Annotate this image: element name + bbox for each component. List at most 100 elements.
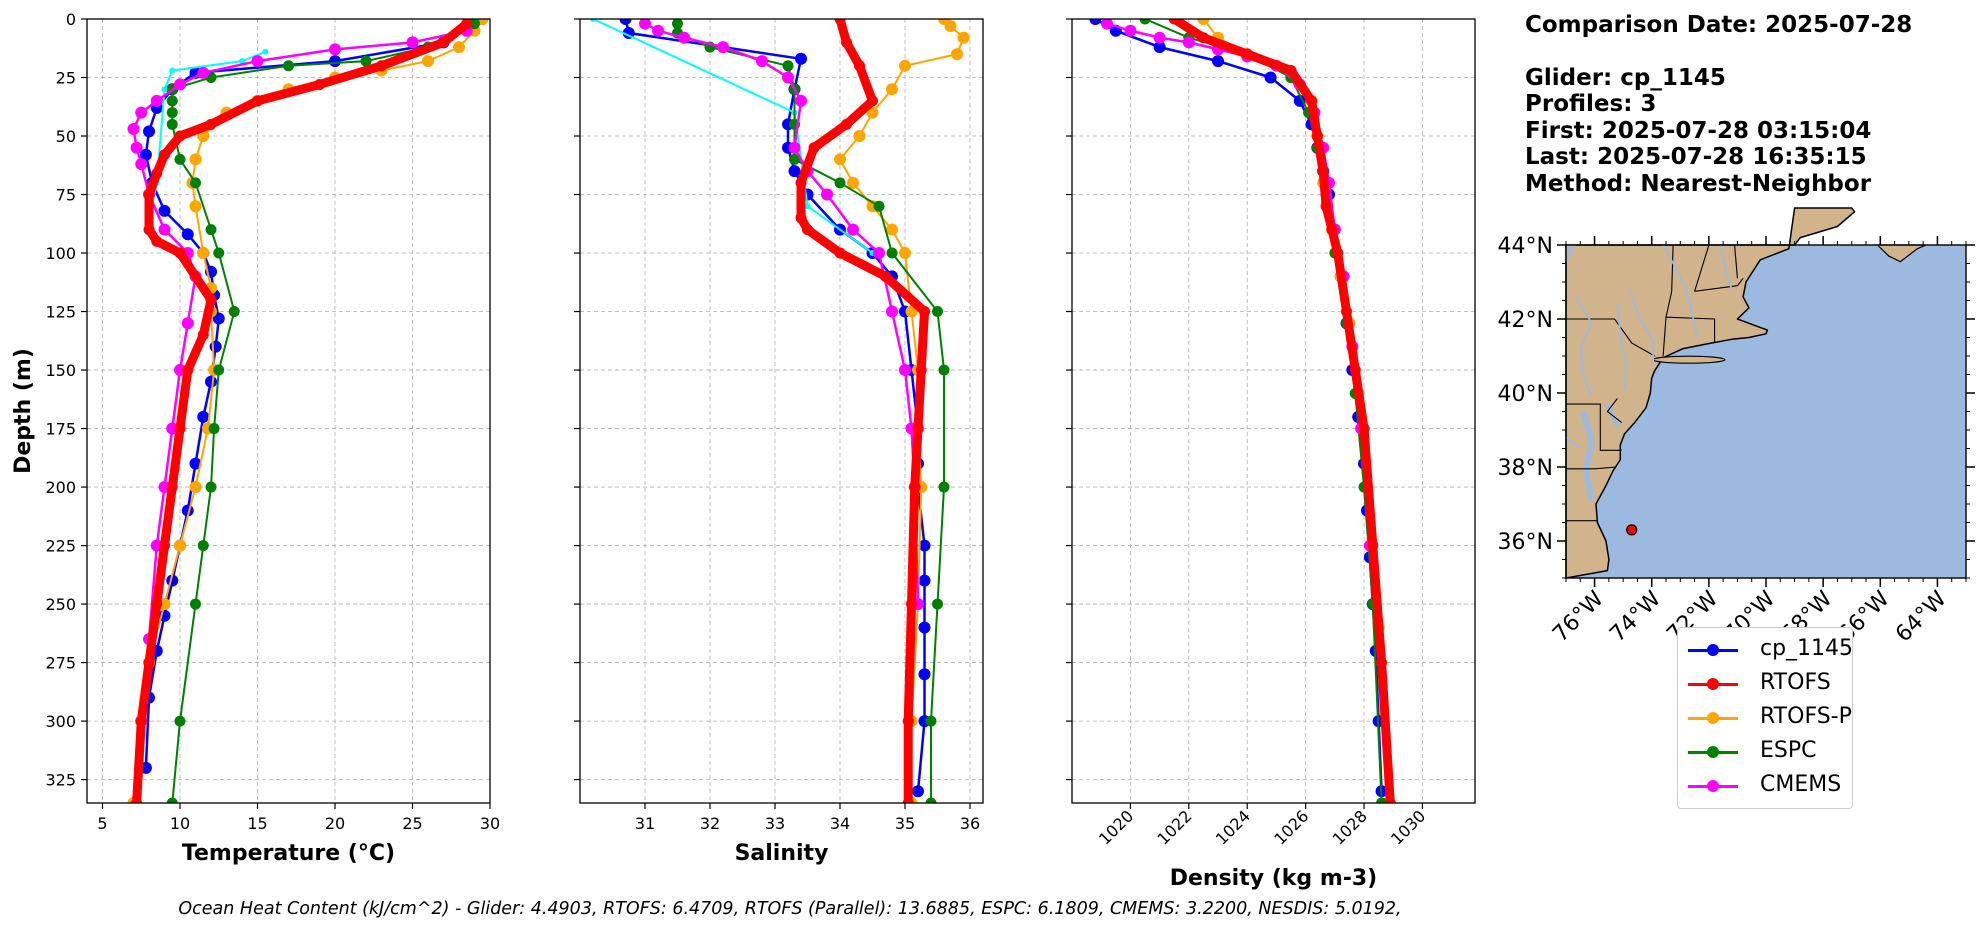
legend-marker: [1707, 678, 1719, 690]
data-point-RTOFS: [841, 118, 852, 130]
data-point-RTOFS: [159, 540, 170, 552]
x-tick-label: 31: [635, 814, 655, 833]
data-point-cp_1145: [139, 148, 152, 161]
data-point-RTOFS: [1341, 306, 1353, 318]
legend-item-cp_1145: cp_1145: [1688, 635, 1853, 665]
profiles-count: Profiles: 3: [1525, 91, 1657, 117]
data-point-CMEMS: [886, 305, 898, 318]
data-point-ESPC: [190, 177, 201, 189]
first-time: First: 2025-07-28 03:15:04: [1525, 117, 1872, 144]
data-point-ESPC: [834, 177, 846, 189]
data-point-CMEMS: [135, 158, 148, 171]
data-point-ESPC: [228, 306, 240, 318]
data-point-cyan: [804, 203, 811, 210]
data-point-RTOFS: [205, 118, 217, 130]
y-tick-label: 250: [45, 595, 76, 614]
data-point-CMEMS: [127, 122, 140, 135]
axes-frame: [1071, 18, 1476, 804]
river: [1628, 289, 1654, 364]
legend-label: RTOFS-P: [1760, 704, 1852, 729]
data-point-RTOFS: [1326, 224, 1338, 236]
axes-frame: [579, 18, 984, 804]
legend-label: RTOFS: [1760, 670, 1831, 695]
data-point-RTOFS: [1384, 797, 1396, 803]
map-lat-label: 38°N: [1498, 456, 1553, 481]
data-point-CMEMS: [158, 223, 171, 236]
x-tick-label: 36: [960, 814, 980, 833]
data-point-cp_1145: [912, 785, 924, 798]
data-point-CMEMS: [251, 55, 264, 68]
data-point-ESPC: [174, 715, 186, 727]
legend-marker: [1707, 712, 1719, 724]
x-axis-label: Temperature (°C): [182, 841, 395, 866]
data-point-CMEMS: [756, 55, 768, 68]
data-point-RTOFS-P: [847, 176, 859, 189]
x-tick-label: 1030: [1387, 806, 1429, 848]
data-point-RTOFS: [438, 36, 449, 48]
x-tick-label: 1028: [1329, 806, 1371, 848]
data-point-RTOFS: [174, 423, 186, 435]
x-tick-label: 15: [247, 814, 267, 833]
state-border: [1662, 244, 1674, 357]
data-point-RTOFS: [1317, 165, 1329, 177]
data-point-CMEMS: [873, 247, 885, 260]
x-tick-label: 5: [97, 814, 107, 833]
chart-panel-1: 5 10 15 20 25 3002550751001251501752002252502…: [11, 10, 500, 866]
map-lon-label: 74°W: [1605, 586, 1666, 647]
data-point-RTOFS-P: [834, 153, 846, 166]
data-point-cp_1145: [918, 621, 931, 634]
chesapeake-bay: [1580, 410, 1595, 501]
data-point-ESPC: [672, 19, 683, 30]
data-point-RTOFS: [252, 95, 263, 107]
data-point-cp_1145: [181, 228, 194, 241]
data-point-ESPC: [283, 60, 294, 72]
chart-panel-3: 1020 1022 1024 1026 1028 1030 Density (kg m-3): [1066, 18, 1476, 891]
series-line-RTOFS: [796, 19, 929, 803]
data-point-cp_1145: [189, 457, 202, 470]
data-point-ESPC: [197, 540, 209, 552]
data-point-RTOFS: [902, 797, 914, 803]
data-point-ESPC: [886, 247, 898, 259]
data-point-RTOFS: [182, 364, 194, 376]
x-tick-label: 30: [480, 814, 500, 833]
data-point-RTOFS: [919, 306, 930, 318]
data-point-ESPC: [938, 364, 950, 376]
x-tick-label: 10: [170, 814, 190, 833]
data-point-cp_1145: [212, 312, 225, 325]
data-point-RTOFS: [795, 212, 807, 224]
data-point-CMEMS: [795, 94, 807, 107]
data-point-ESPC: [205, 481, 217, 493]
data-point-ESPC: [782, 60, 794, 72]
glider-marker: [1626, 524, 1638, 536]
data-point-ESPC: [166, 797, 178, 803]
data-point-ESPC: [1376, 797, 1388, 803]
data-point-RTOFS-P: [174, 539, 186, 552]
data-point-CMEMS: [652, 24, 664, 37]
data-point-CMEMS: [197, 66, 210, 79]
data-point-RTOFS-P: [197, 247, 210, 260]
data-point-RTOFS-P: [453, 41, 465, 54]
data-point-RTOFS-P: [951, 48, 963, 61]
data-point-RTOFS-P: [1197, 19, 1210, 25]
data-point-ESPC: [166, 107, 178, 119]
x-axis-label: Density (kg m-3): [1170, 866, 1378, 891]
river: [1565, 436, 1581, 450]
map-lon-label: 64°W: [1891, 586, 1952, 647]
coastline: [1565, 207, 1856, 579]
y-tick-label: 0: [66, 10, 76, 29]
data-point-RTOFS: [867, 95, 878, 107]
data-point-RTOFS: [159, 149, 170, 161]
data-point-cp_1145: [918, 668, 931, 681]
data-point-RTOFS: [131, 797, 143, 803]
axes-frame: [86, 18, 491, 804]
data-point-cyan: [161, 86, 168, 93]
data-point-RTOFS: [880, 270, 891, 282]
data-point-RTOFS: [174, 247, 186, 259]
data-point-RTOFS: [151, 598, 163, 610]
data-point-cp_1145: [788, 165, 801, 178]
legend-item-cmems: CMEMS: [1688, 771, 1848, 801]
data-point-cp_1145: [918, 539, 931, 552]
map-lat-label: 42°N: [1498, 308, 1553, 333]
data-point-RTOFS: [854, 60, 865, 72]
data-point-RTOFS: [166, 481, 178, 493]
